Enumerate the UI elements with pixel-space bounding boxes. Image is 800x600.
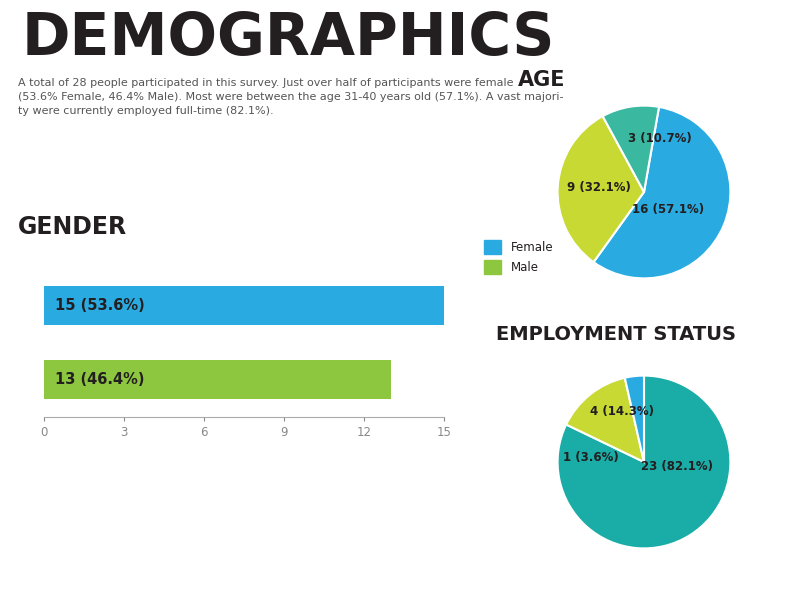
- Text: A total of 28 people participated in this survey. Just over half of participants: A total of 28 people participated in thi…: [18, 78, 563, 116]
- Text: EMPLOYMENT STATUS: EMPLOYMENT STATUS: [496, 325, 736, 344]
- Text: 15 (53.6%): 15 (53.6%): [54, 298, 145, 313]
- Wedge shape: [625, 376, 644, 462]
- Text: 3 (10.7%): 3 (10.7%): [628, 132, 691, 145]
- Wedge shape: [602, 106, 659, 192]
- Text: 13 (46.4%): 13 (46.4%): [54, 373, 144, 388]
- Text: GENDER: GENDER: [18, 215, 126, 239]
- Wedge shape: [594, 107, 730, 278]
- Bar: [44, 286, 444, 325]
- Wedge shape: [566, 378, 644, 462]
- Text: 1 (3.6%): 1 (3.6%): [562, 451, 618, 464]
- Legend: Female, Male: Female, Male: [479, 235, 558, 279]
- Wedge shape: [558, 376, 730, 548]
- Wedge shape: [558, 116, 644, 262]
- Text: 4 (14.3%): 4 (14.3%): [590, 406, 654, 418]
- Text: AGE: AGE: [518, 70, 565, 89]
- Text: 9 (32.1%): 9 (32.1%): [567, 181, 631, 194]
- Text: 16 (57.1%): 16 (57.1%): [632, 203, 704, 216]
- Bar: [44, 361, 390, 399]
- Text: DEMOGRAPHICS: DEMOGRAPHICS: [22, 10, 554, 67]
- Text: 23 (82.1%): 23 (82.1%): [641, 460, 713, 473]
